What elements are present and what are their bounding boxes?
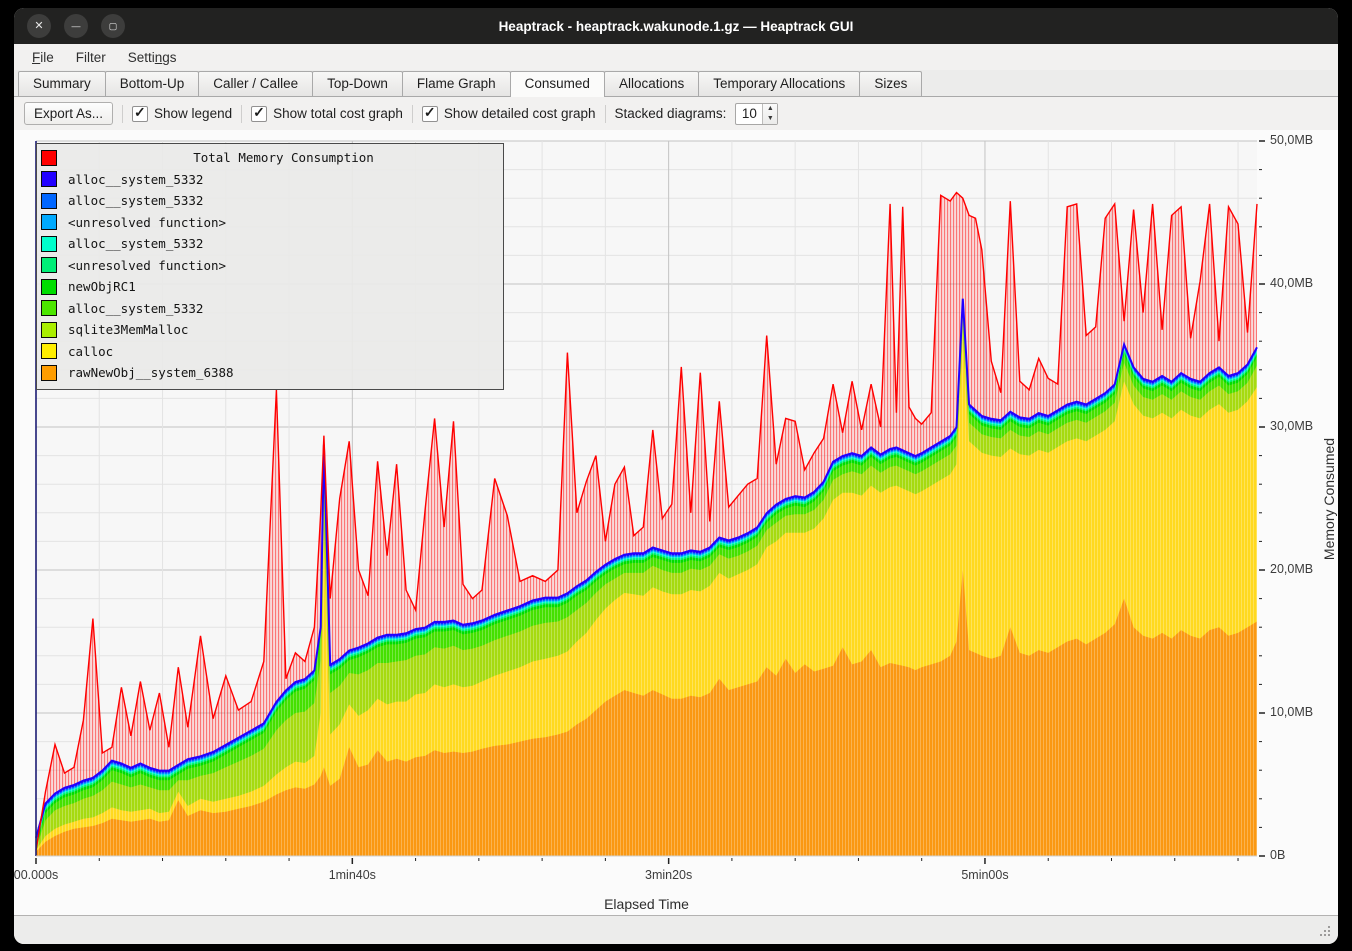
checkbox-label: Show legend xyxy=(154,106,233,121)
legend-swatch-icon xyxy=(41,300,57,317)
stack-top-line xyxy=(35,298,1258,839)
y-tick-label: 0B xyxy=(1270,848,1286,862)
legend-label: Total Memory Consumption xyxy=(193,150,374,166)
legend-label: alloc__system_5332 xyxy=(68,236,204,252)
status-strip xyxy=(14,915,1338,944)
x-tick-label: 1min40s xyxy=(328,868,376,882)
legend-swatch-icon xyxy=(41,171,57,188)
legend-label: alloc__system_5332 xyxy=(68,171,204,187)
y-tick-label: 40,0MB xyxy=(1270,276,1314,290)
legend-swatch-icon xyxy=(41,278,57,295)
app-window: ✕ — ▢ Heaptrack - heaptrack.wakunode.1.g… xyxy=(14,8,1338,944)
checkbox-label: Show detailed cost graph xyxy=(443,106,596,121)
export-as-button[interactable]: Export As... xyxy=(24,102,114,125)
checkbox-box[interactable]: ✓ xyxy=(132,104,149,122)
tab-temporary-allocations[interactable]: Temporary Allocations xyxy=(698,71,861,96)
toolbar-separator xyxy=(241,104,243,123)
legend-swatch-icon xyxy=(41,214,57,231)
title-bar: ✕ — ▢ Heaptrack - heaptrack.wakunode.1.g… xyxy=(14,8,1338,44)
close-button[interactable]: ✕ xyxy=(27,14,51,38)
legend-swatch-icon xyxy=(41,257,57,274)
menu-bar: File Filter Settings xyxy=(14,44,1338,70)
memory-consumption-chart[interactable]: Total Memory Consumption alloc__system_53… xyxy=(14,130,1338,915)
maximize-icon: ▢ xyxy=(108,20,118,31)
legend-item: alloc__system_5332 xyxy=(41,233,499,255)
checkbox-show-detailed-cost-graph[interactable]: ✓ Show detailed cost graph xyxy=(421,104,596,122)
legend-item: Total Memory Consumption xyxy=(41,147,499,169)
checkbox-box[interactable]: ✓ xyxy=(421,104,438,122)
toolbar: Export As... ✓ Show legend ✓ Show total cos… xyxy=(14,97,1338,130)
legend-swatch-icon xyxy=(41,149,57,166)
legend-item: rawNewObj__system_6388 xyxy=(41,362,499,384)
y-axis-title: Memory Consumed xyxy=(1321,437,1337,560)
resize-grip[interactable] xyxy=(1316,923,1332,939)
spin-up-icon[interactable]: ▲ xyxy=(766,105,774,112)
tab-bar: Summary Bottom-Up Caller / Callee Top-Down F… xyxy=(14,70,1338,97)
tab-flame-graph[interactable]: Flame Graph xyxy=(401,71,511,96)
minimize-button[interactable]: — xyxy=(64,14,88,38)
maximize-button[interactable]: ▢ xyxy=(101,14,125,38)
legend-item: alloc__system_5332 xyxy=(41,298,499,320)
spin-down-icon[interactable]: ▼ xyxy=(766,115,774,122)
legend-item: <unresolved function> xyxy=(41,212,499,234)
legend-label: alloc__system_5332 xyxy=(68,193,204,209)
stacked-diagrams-label: Stacked diagrams: xyxy=(614,106,727,121)
x-tick-label: 3min20s xyxy=(645,868,693,882)
legend-item: alloc__system_5332 xyxy=(41,169,499,191)
checkbox-show-legend[interactable]: ✓ Show legend xyxy=(132,104,233,122)
close-icon: ✕ xyxy=(34,19,44,32)
legend-label: calloc xyxy=(68,343,114,359)
legend-swatch-icon xyxy=(41,343,57,360)
legend-item: alloc__system_5332 xyxy=(41,190,499,212)
chart-canvas[interactable] xyxy=(14,130,1338,915)
window-title: Heaptrack - heaptrack.wakunode.1.gz — He… xyxy=(498,18,854,34)
y-tick-label: 30,0MB xyxy=(1270,419,1314,433)
spinbox-arrows: ▲ ▼ xyxy=(762,103,778,124)
x-axis-title: Elapsed Time xyxy=(604,896,689,912)
stacked-diagrams-spinbox[interactable]: 10 ▲ ▼ xyxy=(735,102,779,125)
tab-sizes[interactable]: Sizes xyxy=(859,71,923,96)
toolbar-separator xyxy=(411,104,413,123)
menu-file[interactable]: File xyxy=(32,49,54,65)
checkbox-show-total-cost-graph[interactable]: ✓ Show total cost graph xyxy=(251,104,403,122)
y-tick-label: 50,0MB xyxy=(1270,133,1314,147)
total-memory-line xyxy=(35,191,1258,851)
window-controls: ✕ — ▢ xyxy=(27,14,125,38)
legend-item: newObjRC1 xyxy=(41,276,499,298)
legend-label: alloc__system_5332 xyxy=(68,300,204,316)
stacked-diagrams-value[interactable]: 10 xyxy=(741,106,757,121)
legend-item: calloc xyxy=(41,341,499,363)
legend-label: rawNewObj__system_6388 xyxy=(68,365,234,381)
legend-item: <unresolved function> xyxy=(41,255,499,277)
toolbar-separator xyxy=(122,104,124,123)
y-tick-label: 10,0MB xyxy=(1270,705,1314,719)
checkbox-box[interactable]: ✓ xyxy=(251,104,268,122)
legend-swatch-icon xyxy=(41,192,57,209)
toolbar-separator xyxy=(604,104,606,123)
tab-bottom-up[interactable]: Bottom-Up xyxy=(104,71,200,96)
tab-summary[interactable]: Summary xyxy=(18,71,106,96)
tab-allocations[interactable]: Allocations xyxy=(603,71,700,96)
x-tick-label: 5min00s xyxy=(961,868,1009,882)
y-tick-label: 20,0MB xyxy=(1270,562,1314,576)
legend-label: <unresolved function> xyxy=(68,214,227,230)
legend-item: sqlite3MemMalloc xyxy=(41,319,499,341)
legend-label: <unresolved function> xyxy=(68,257,227,273)
x-tick-label: 00.000s xyxy=(14,868,59,882)
legend-swatch-icon xyxy=(41,321,57,338)
menu-filter[interactable]: Filter xyxy=(75,49,106,65)
tab-top-down[interactable]: Top-Down xyxy=(312,71,403,96)
menu-settings[interactable]: Settings xyxy=(127,49,177,65)
legend-swatch-icon xyxy=(41,364,57,381)
chart-legend: Total Memory Consumption alloc__system_53… xyxy=(36,143,504,390)
legend-swatch-icon xyxy=(41,235,57,252)
legend-label: newObjRC1 xyxy=(68,279,136,295)
tab-consumed[interactable]: Consumed xyxy=(509,71,605,97)
tab-caller-callee[interactable]: Caller / Callee xyxy=(198,71,314,96)
checkbox-label: Show total cost graph xyxy=(273,106,403,121)
minimize-icon: — xyxy=(71,20,81,31)
legend-label: sqlite3MemMalloc xyxy=(68,322,189,338)
